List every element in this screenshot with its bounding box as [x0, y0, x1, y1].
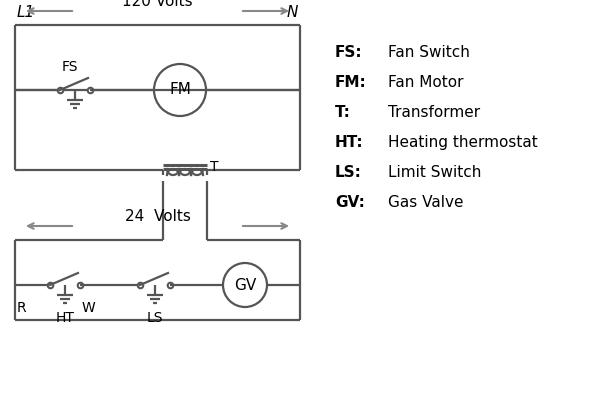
Text: FM:: FM:	[335, 75, 367, 90]
Text: FM: FM	[169, 82, 191, 98]
Text: W: W	[82, 301, 96, 315]
Text: T:: T:	[335, 105, 351, 120]
Text: T: T	[210, 160, 218, 174]
Text: FS:: FS:	[335, 45, 363, 60]
Text: Limit Switch: Limit Switch	[388, 165, 481, 180]
Text: LS:: LS:	[335, 165, 362, 180]
Text: L1: L1	[17, 5, 35, 20]
Text: 120 Volts: 120 Volts	[122, 0, 193, 9]
Text: GV: GV	[234, 278, 256, 292]
Text: Fan Switch: Fan Switch	[388, 45, 470, 60]
Text: Fan Motor: Fan Motor	[388, 75, 464, 90]
Text: LS: LS	[147, 311, 163, 325]
Text: N: N	[287, 5, 298, 20]
Text: Gas Valve: Gas Valve	[388, 195, 464, 210]
Text: GV:: GV:	[335, 195, 365, 210]
Text: HT: HT	[55, 311, 74, 325]
Text: R: R	[17, 301, 27, 315]
Text: Heating thermostat: Heating thermostat	[388, 135, 537, 150]
Text: Transformer: Transformer	[388, 105, 480, 120]
Text: HT:: HT:	[335, 135, 363, 150]
Text: FS: FS	[62, 60, 78, 74]
Text: 24  Volts: 24 Volts	[124, 209, 191, 224]
